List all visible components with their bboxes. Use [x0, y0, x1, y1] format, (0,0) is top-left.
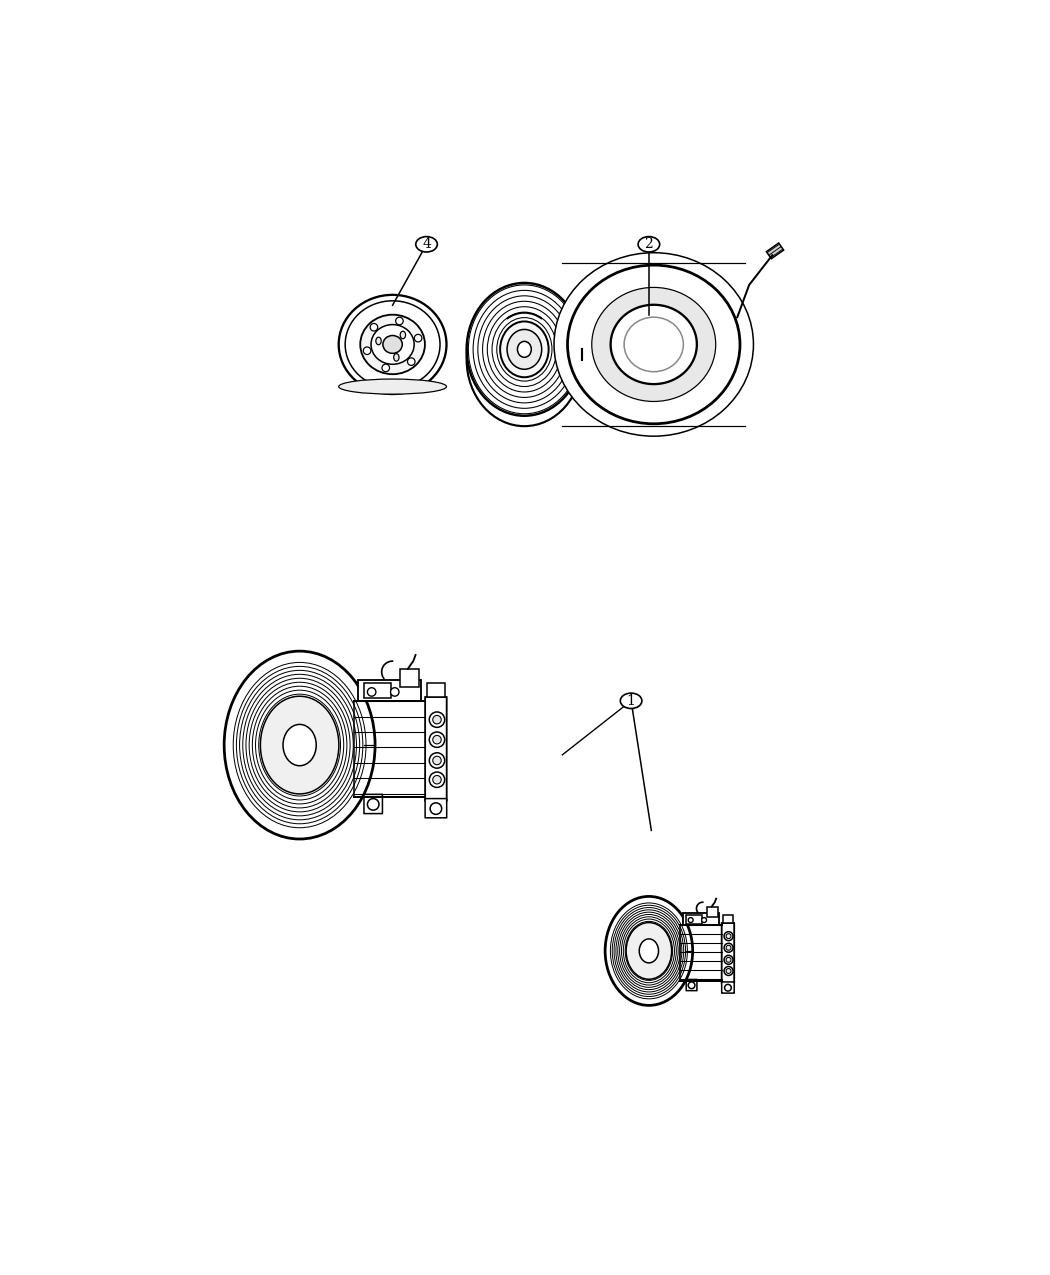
FancyBboxPatch shape	[425, 697, 446, 801]
Circle shape	[382, 365, 390, 372]
Circle shape	[429, 732, 445, 747]
Circle shape	[429, 711, 445, 727]
Ellipse shape	[394, 353, 399, 361]
Ellipse shape	[567, 265, 740, 423]
FancyBboxPatch shape	[682, 913, 719, 926]
FancyBboxPatch shape	[708, 907, 718, 918]
Ellipse shape	[466, 283, 582, 416]
Ellipse shape	[500, 321, 549, 377]
Ellipse shape	[224, 652, 375, 839]
Ellipse shape	[554, 252, 754, 436]
Text: 1: 1	[627, 694, 635, 708]
Circle shape	[727, 945, 731, 950]
Circle shape	[396, 317, 403, 325]
Circle shape	[371, 324, 378, 332]
FancyBboxPatch shape	[687, 914, 701, 923]
Ellipse shape	[339, 295, 446, 394]
FancyBboxPatch shape	[723, 915, 733, 923]
FancyBboxPatch shape	[425, 798, 446, 817]
Circle shape	[429, 752, 445, 768]
FancyBboxPatch shape	[364, 794, 382, 813]
Circle shape	[430, 803, 442, 815]
Circle shape	[688, 982, 695, 988]
FancyBboxPatch shape	[721, 982, 734, 993]
Ellipse shape	[466, 293, 582, 426]
Ellipse shape	[376, 337, 381, 344]
FancyBboxPatch shape	[364, 682, 391, 699]
Ellipse shape	[605, 896, 693, 1006]
Ellipse shape	[597, 292, 711, 397]
FancyBboxPatch shape	[687, 979, 697, 991]
Ellipse shape	[626, 923, 672, 979]
Ellipse shape	[371, 325, 414, 365]
Ellipse shape	[492, 324, 556, 397]
Ellipse shape	[518, 342, 531, 357]
Circle shape	[727, 958, 731, 963]
Circle shape	[391, 687, 399, 696]
Circle shape	[433, 756, 441, 765]
Ellipse shape	[383, 335, 402, 353]
Ellipse shape	[339, 379, 446, 394]
Ellipse shape	[284, 724, 316, 766]
Circle shape	[701, 918, 707, 923]
Text: 4: 4	[422, 237, 430, 251]
Ellipse shape	[621, 694, 642, 709]
Ellipse shape	[507, 329, 542, 370]
Ellipse shape	[260, 696, 339, 794]
Circle shape	[433, 775, 441, 784]
Ellipse shape	[360, 315, 425, 374]
Circle shape	[727, 969, 731, 973]
Ellipse shape	[592, 287, 716, 402]
Polygon shape	[766, 244, 783, 259]
Circle shape	[368, 687, 376, 696]
Circle shape	[368, 798, 379, 810]
Circle shape	[415, 334, 422, 342]
Circle shape	[724, 966, 733, 975]
Ellipse shape	[639, 938, 658, 963]
Circle shape	[363, 347, 371, 354]
Circle shape	[727, 933, 731, 938]
Ellipse shape	[400, 332, 405, 339]
Circle shape	[407, 358, 415, 366]
Circle shape	[724, 944, 733, 952]
Ellipse shape	[345, 301, 440, 388]
Ellipse shape	[617, 311, 691, 379]
Ellipse shape	[416, 237, 438, 252]
Circle shape	[724, 955, 733, 964]
Circle shape	[433, 715, 441, 724]
Circle shape	[724, 932, 733, 941]
Text: 2: 2	[645, 237, 653, 251]
Ellipse shape	[611, 305, 697, 384]
FancyBboxPatch shape	[358, 680, 421, 701]
Circle shape	[433, 736, 441, 743]
FancyBboxPatch shape	[427, 683, 444, 697]
FancyBboxPatch shape	[400, 669, 419, 687]
FancyBboxPatch shape	[721, 923, 734, 983]
Ellipse shape	[612, 306, 696, 382]
Ellipse shape	[638, 237, 659, 252]
Circle shape	[429, 773, 445, 788]
Circle shape	[724, 984, 731, 991]
Ellipse shape	[624, 317, 684, 372]
Circle shape	[688, 918, 693, 923]
